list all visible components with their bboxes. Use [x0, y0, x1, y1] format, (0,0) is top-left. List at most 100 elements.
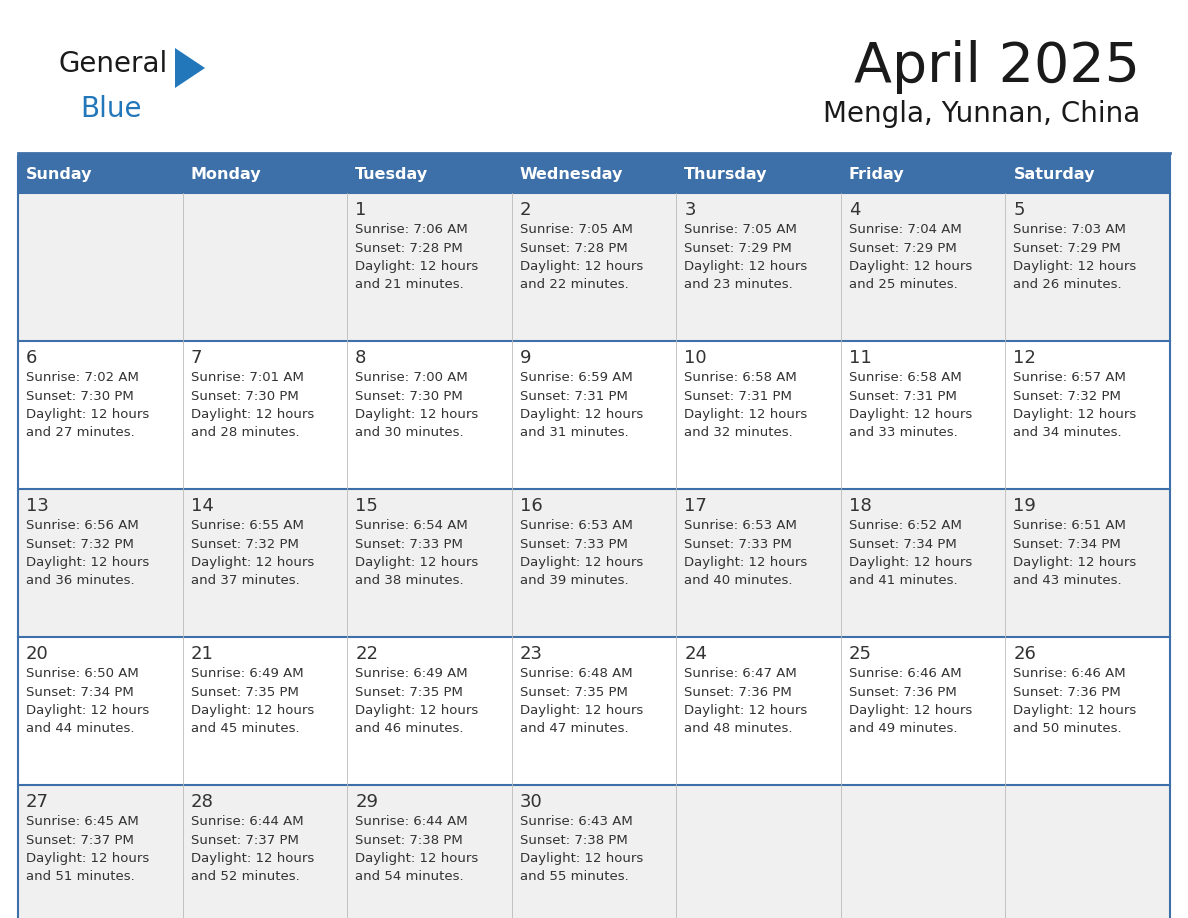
Bar	[676, 489, 841, 637]
Bar	[512, 785, 676, 918]
Text: Friday: Friday	[849, 166, 904, 182]
Text: Sunday: Sunday	[26, 166, 93, 182]
Bar	[841, 193, 1005, 341]
Bar	[183, 155, 347, 193]
Bar	[18, 155, 1170, 918]
Text: 6: 6	[26, 349, 37, 367]
Bar	[347, 193, 512, 341]
Text: Sunrise: 6:46 AM
Sunset: 7:36 PM
Daylight: 12 hours
and 50 minutes.: Sunrise: 6:46 AM Sunset: 7:36 PM Dayligh…	[1013, 667, 1137, 735]
Text: Blue: Blue	[80, 95, 141, 123]
Text: 24: 24	[684, 645, 707, 663]
Text: 1: 1	[355, 201, 367, 219]
Bar	[1005, 341, 1170, 489]
Text: Sunrise: 6:58 AM
Sunset: 7:31 PM
Daylight: 12 hours
and 33 minutes.: Sunrise: 6:58 AM Sunset: 7:31 PM Dayligh…	[849, 371, 972, 440]
Bar	[347, 155, 512, 193]
Text: Sunrise: 6:52 AM
Sunset: 7:34 PM
Daylight: 12 hours
and 41 minutes.: Sunrise: 6:52 AM Sunset: 7:34 PM Dayligh…	[849, 519, 972, 588]
Text: 17: 17	[684, 497, 707, 515]
Bar	[18, 785, 183, 918]
Text: 25: 25	[849, 645, 872, 663]
Text: 19: 19	[1013, 497, 1036, 515]
Text: 23: 23	[519, 645, 543, 663]
Bar	[1005, 155, 1170, 193]
Text: Sunrise: 7:04 AM
Sunset: 7:29 PM
Daylight: 12 hours
and 25 minutes.: Sunrise: 7:04 AM Sunset: 7:29 PM Dayligh…	[849, 223, 972, 292]
Bar	[347, 341, 512, 489]
Bar	[183, 193, 347, 341]
Text: Tuesday: Tuesday	[355, 166, 428, 182]
Text: Sunrise: 6:44 AM
Sunset: 7:38 PM
Daylight: 12 hours
and 54 minutes.: Sunrise: 6:44 AM Sunset: 7:38 PM Dayligh…	[355, 815, 479, 883]
Bar	[676, 785, 841, 918]
Text: 20: 20	[26, 645, 49, 663]
Bar	[841, 341, 1005, 489]
Text: 29: 29	[355, 793, 378, 811]
Bar	[183, 489, 347, 637]
Text: 26: 26	[1013, 645, 1036, 663]
Bar	[18, 155, 183, 193]
Text: Sunrise: 6:57 AM
Sunset: 7:32 PM
Daylight: 12 hours
and 34 minutes.: Sunrise: 6:57 AM Sunset: 7:32 PM Dayligh…	[1013, 371, 1137, 440]
Bar	[841, 155, 1005, 193]
Text: Sunrise: 7:05 AM
Sunset: 7:28 PM
Daylight: 12 hours
and 22 minutes.: Sunrise: 7:05 AM Sunset: 7:28 PM Dayligh…	[519, 223, 643, 292]
Text: Sunrise: 6:46 AM
Sunset: 7:36 PM
Daylight: 12 hours
and 49 minutes.: Sunrise: 6:46 AM Sunset: 7:36 PM Dayligh…	[849, 667, 972, 735]
Text: 9: 9	[519, 349, 531, 367]
Bar	[183, 785, 347, 918]
Text: General: General	[58, 50, 168, 78]
Text: April 2025: April 2025	[854, 40, 1140, 94]
Bar	[183, 637, 347, 785]
Text: 18: 18	[849, 497, 872, 515]
Text: Sunrise: 6:55 AM
Sunset: 7:32 PM
Daylight: 12 hours
and 37 minutes.: Sunrise: 6:55 AM Sunset: 7:32 PM Dayligh…	[190, 519, 314, 588]
Text: 15: 15	[355, 497, 378, 515]
Text: 14: 14	[190, 497, 214, 515]
Polygon shape	[175, 48, 206, 88]
Text: 21: 21	[190, 645, 214, 663]
Text: 27: 27	[26, 793, 49, 811]
Text: Sunrise: 6:56 AM
Sunset: 7:32 PM
Daylight: 12 hours
and 36 minutes.: Sunrise: 6:56 AM Sunset: 7:32 PM Dayligh…	[26, 519, 150, 588]
Text: Sunrise: 7:03 AM
Sunset: 7:29 PM
Daylight: 12 hours
and 26 minutes.: Sunrise: 7:03 AM Sunset: 7:29 PM Dayligh…	[1013, 223, 1137, 292]
Bar	[676, 341, 841, 489]
Text: 16: 16	[519, 497, 543, 515]
Bar	[1005, 785, 1170, 918]
Text: 30: 30	[519, 793, 543, 811]
Bar	[18, 489, 183, 637]
Bar	[18, 341, 183, 489]
Bar	[347, 489, 512, 637]
Text: Sunrise: 6:51 AM
Sunset: 7:34 PM
Daylight: 12 hours
and 43 minutes.: Sunrise: 6:51 AM Sunset: 7:34 PM Dayligh…	[1013, 519, 1137, 588]
Text: Sunrise: 7:06 AM
Sunset: 7:28 PM
Daylight: 12 hours
and 21 minutes.: Sunrise: 7:06 AM Sunset: 7:28 PM Dayligh…	[355, 223, 479, 292]
Text: Sunrise: 6:49 AM
Sunset: 7:35 PM
Daylight: 12 hours
and 45 minutes.: Sunrise: 6:49 AM Sunset: 7:35 PM Dayligh…	[190, 667, 314, 735]
Text: Sunrise: 6:43 AM
Sunset: 7:38 PM
Daylight: 12 hours
and 55 minutes.: Sunrise: 6:43 AM Sunset: 7:38 PM Dayligh…	[519, 815, 643, 883]
Text: Sunrise: 6:44 AM
Sunset: 7:37 PM
Daylight: 12 hours
and 52 minutes.: Sunrise: 6:44 AM Sunset: 7:37 PM Dayligh…	[190, 815, 314, 883]
Text: 11: 11	[849, 349, 872, 367]
Bar	[183, 341, 347, 489]
Text: 7: 7	[190, 349, 202, 367]
Bar	[512, 155, 676, 193]
Text: Sunrise: 6:59 AM
Sunset: 7:31 PM
Daylight: 12 hours
and 31 minutes.: Sunrise: 6:59 AM Sunset: 7:31 PM Dayligh…	[519, 371, 643, 440]
Text: Sunrise: 6:48 AM
Sunset: 7:35 PM
Daylight: 12 hours
and 47 minutes.: Sunrise: 6:48 AM Sunset: 7:35 PM Dayligh…	[519, 667, 643, 735]
Text: Saturday: Saturday	[1013, 166, 1095, 182]
Text: Sunrise: 7:01 AM
Sunset: 7:30 PM
Daylight: 12 hours
and 28 minutes.: Sunrise: 7:01 AM Sunset: 7:30 PM Dayligh…	[190, 371, 314, 440]
Bar	[347, 637, 512, 785]
Text: Sunrise: 6:47 AM
Sunset: 7:36 PM
Daylight: 12 hours
and 48 minutes.: Sunrise: 6:47 AM Sunset: 7:36 PM Dayligh…	[684, 667, 808, 735]
Bar	[347, 785, 512, 918]
Bar	[841, 489, 1005, 637]
Text: Wednesday: Wednesday	[519, 166, 623, 182]
Text: 5: 5	[1013, 201, 1025, 219]
Bar	[841, 785, 1005, 918]
Text: 13: 13	[26, 497, 49, 515]
Bar	[676, 637, 841, 785]
Text: Thursday: Thursday	[684, 166, 767, 182]
Text: 28: 28	[190, 793, 214, 811]
Bar	[676, 155, 841, 193]
Text: Monday: Monday	[190, 166, 261, 182]
Text: 22: 22	[355, 645, 378, 663]
Text: Sunrise: 7:02 AM
Sunset: 7:30 PM
Daylight: 12 hours
and 27 minutes.: Sunrise: 7:02 AM Sunset: 7:30 PM Dayligh…	[26, 371, 150, 440]
Text: 8: 8	[355, 349, 367, 367]
Bar	[18, 637, 183, 785]
Bar	[1005, 637, 1170, 785]
Bar	[841, 637, 1005, 785]
Text: Sunrise: 6:53 AM
Sunset: 7:33 PM
Daylight: 12 hours
and 40 minutes.: Sunrise: 6:53 AM Sunset: 7:33 PM Dayligh…	[684, 519, 808, 588]
Text: Sunrise: 7:05 AM
Sunset: 7:29 PM
Daylight: 12 hours
and 23 minutes.: Sunrise: 7:05 AM Sunset: 7:29 PM Dayligh…	[684, 223, 808, 292]
Bar	[512, 341, 676, 489]
Text: 2: 2	[519, 201, 531, 219]
Text: Mengla, Yunnan, China: Mengla, Yunnan, China	[823, 100, 1140, 128]
Text: 4: 4	[849, 201, 860, 219]
Bar	[512, 193, 676, 341]
Text: 3: 3	[684, 201, 696, 219]
